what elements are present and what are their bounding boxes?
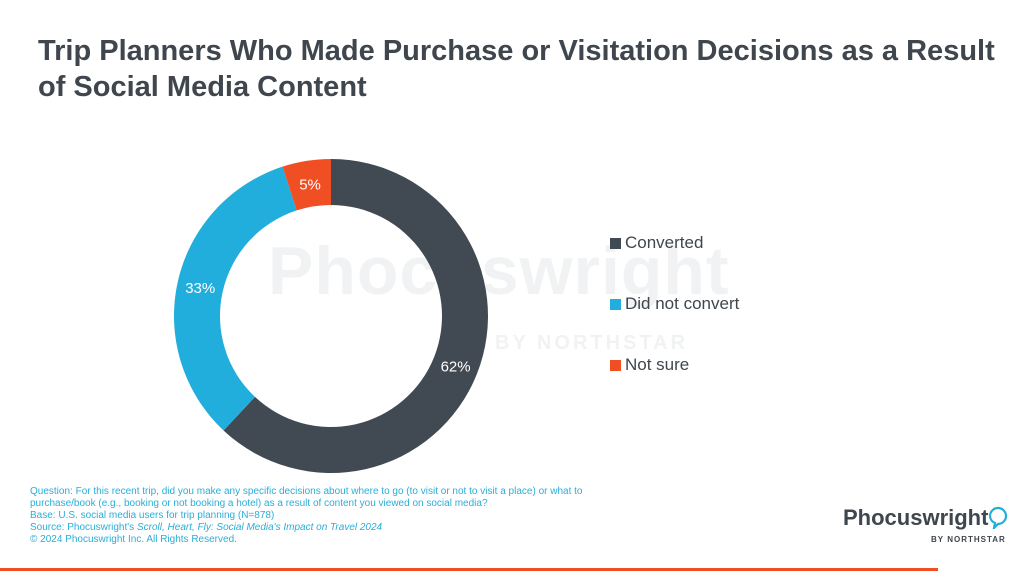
- logo-byline: BY NORTHSTAR: [931, 535, 1006, 544]
- footnote-copyright: © 2024 Phocuswright Inc. All Rights Rese…: [30, 534, 237, 545]
- donut-slices: [173, 159, 488, 473]
- footnotes: Question: For this recent trip, did you …: [30, 486, 690, 546]
- legend-label-did-not-convert: Did not convert: [625, 294, 740, 313]
- legend-item-not-sure: Not sure: [610, 353, 739, 377]
- legend-item-did-not-convert: Did not convert: [610, 292, 739, 316]
- legend-item-converted: Converted: [610, 231, 739, 255]
- legend-swatch-converted: [610, 237, 621, 249]
- watermark-logo: Phocuswright: [268, 233, 730, 309]
- donut-slice-did-not-convert: [173, 166, 297, 431]
- data-label-converted: 62%: [441, 358, 471, 375]
- donut-slice-converted: [223, 159, 488, 473]
- watermark-byline: BY NORTHSTAR: [495, 332, 689, 354]
- footnote-source-title: Scroll, Heart, Fly: Social Media's Impac…: [136, 522, 383, 533]
- footnote-question-line-1: Question: For this recent trip, did you …: [30, 486, 583, 497]
- donut-slice-not-sure: [282, 159, 331, 211]
- legend-swatch-did-not-convert: [610, 298, 621, 310]
- speech-bubble-icon: [988, 506, 1008, 529]
- legend-label-not-sure: Not sure: [625, 355, 690, 374]
- donut-data-labels: 62% 33% 5%: [185, 177, 470, 376]
- footnote-base: Base: U.S. social media users for trip p…: [30, 510, 275, 521]
- bottom-accent-rule: [0, 568, 938, 571]
- data-label-did-not-convert: 33%: [185, 280, 215, 297]
- phocuswright-logo: Phocuswright BY NORTHSTAR: [843, 505, 1013, 551]
- footnote-source-prefix: Source: Phocuswright's: [30, 522, 137, 533]
- footnote-source: Source: Phocuswright's Scroll, Heart, Fl…: [30, 522, 690, 534]
- legend-label-converted: Converted: [625, 233, 704, 252]
- legend-swatch-not-sure: [610, 359, 621, 371]
- footnote-question-line-2: purchase/book (e.g., booking or not book…: [30, 498, 488, 509]
- logo-wordmark: Phocuswright: [843, 505, 989, 530]
- data-label-not-sure: 5%: [299, 177, 321, 194]
- chart-title: Trip Planners Who Made Purchase or Visit…: [38, 35, 995, 103]
- donut-chart: 62% 33% 5%: [173, 159, 488, 473]
- chart-legend: Converted Did not convert Not sure: [610, 231, 739, 414]
